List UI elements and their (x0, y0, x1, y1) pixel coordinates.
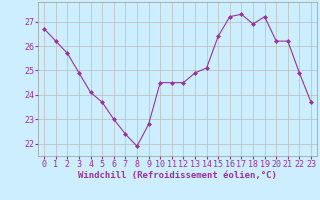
X-axis label: Windchill (Refroidissement éolien,°C): Windchill (Refroidissement éolien,°C) (78, 171, 277, 180)
